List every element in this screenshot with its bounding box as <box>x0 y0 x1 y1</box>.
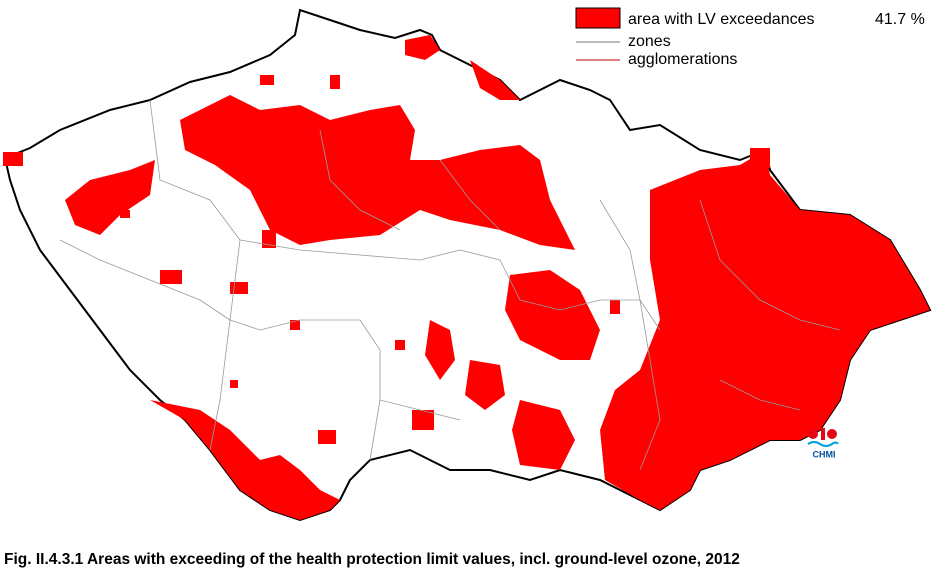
logo: CHMI <box>807 428 839 459</box>
caption: Fig. II.4.3.1 Areas with exceeding of th… <box>4 551 740 568</box>
zone-lines <box>59 99 841 471</box>
legend-label: zones <box>628 33 671 50</box>
legend-label: agglomerations <box>628 51 737 68</box>
share-label: 41.7 % <box>875 11 925 28</box>
logo-text: CHMI <box>813 449 836 459</box>
legend-swatch <box>575 7 621 29</box>
exceedance-areas <box>3 35 930 520</box>
legend-label: area with LV exceedances <box>628 11 814 28</box>
